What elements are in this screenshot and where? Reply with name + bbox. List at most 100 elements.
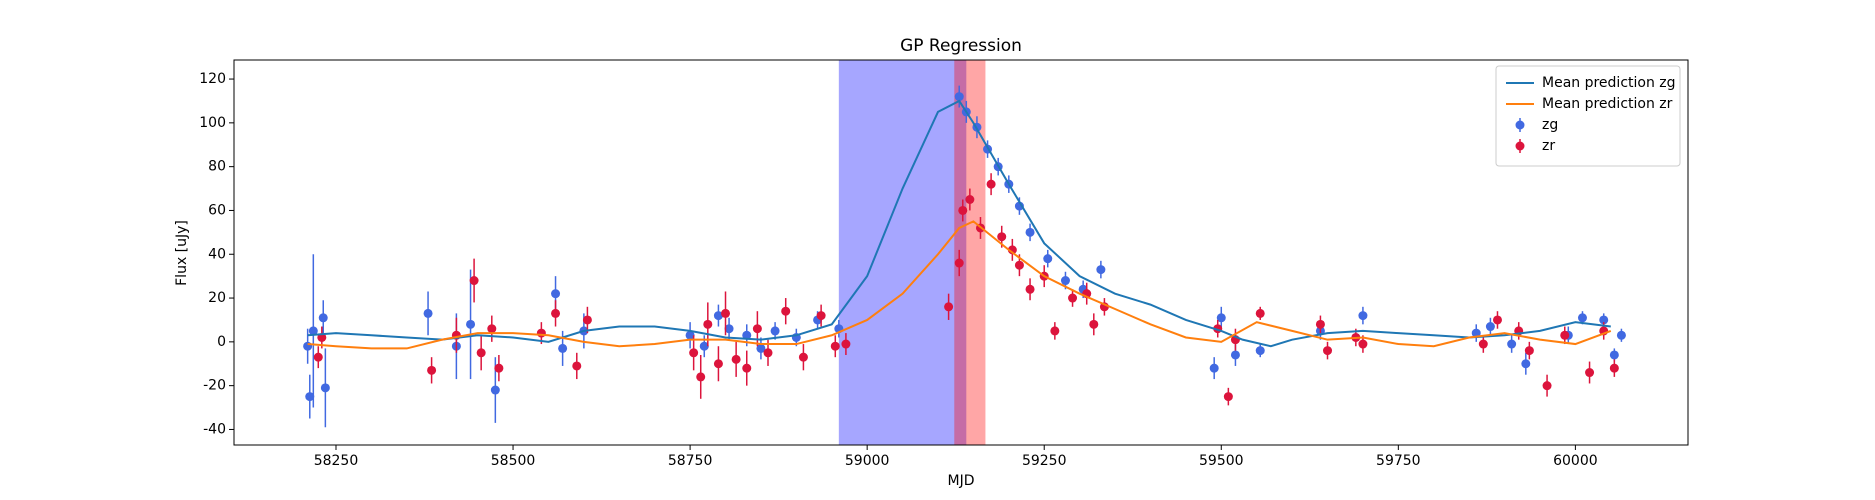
y-tick-label: 120 xyxy=(199,71,226,87)
data-point xyxy=(731,354,741,364)
data-point xyxy=(1096,265,1106,275)
data-point xyxy=(1485,322,1495,332)
data-point xyxy=(944,302,954,312)
x-tick-label: 59250 xyxy=(1022,453,1067,469)
y-axis-label: Flux [uJy] xyxy=(174,220,190,286)
data-point xyxy=(1521,359,1531,369)
data-point xyxy=(427,365,437,375)
data-point xyxy=(1050,326,1060,336)
data-point xyxy=(724,324,734,334)
data-point xyxy=(1524,346,1534,356)
data-point xyxy=(558,343,568,353)
x-tick-label: 60000 xyxy=(1553,453,1598,469)
data-point xyxy=(551,289,561,299)
data-point xyxy=(781,306,791,316)
data-point xyxy=(756,343,766,353)
data-point xyxy=(1585,368,1595,378)
data-point xyxy=(1542,381,1552,391)
data-point xyxy=(1358,311,1368,321)
data-point xyxy=(466,319,476,329)
y-tick-label: 100 xyxy=(199,115,226,131)
data-point xyxy=(469,276,479,286)
data-point xyxy=(305,392,315,402)
shaded-span xyxy=(838,60,967,445)
data-point xyxy=(494,363,504,373)
data-point xyxy=(1609,363,1619,373)
data-point xyxy=(685,330,695,340)
data-point xyxy=(1014,260,1024,270)
y-tick-label: 0 xyxy=(217,334,226,350)
data-point xyxy=(713,359,723,369)
y-tick-label: 20 xyxy=(208,290,226,306)
data-point xyxy=(1060,276,1070,286)
data-point xyxy=(986,179,996,189)
data-point xyxy=(1358,339,1368,349)
data-point xyxy=(308,326,318,336)
data-point xyxy=(696,372,706,382)
data-point xyxy=(1577,313,1587,323)
data-point xyxy=(1255,346,1265,356)
data-point xyxy=(476,348,486,358)
data-point xyxy=(1560,330,1570,340)
data-point xyxy=(1478,339,1488,349)
data-point xyxy=(742,363,752,373)
data-point xyxy=(997,232,1007,242)
data-point xyxy=(313,352,323,362)
x-axis-label: MJD xyxy=(948,473,975,489)
mean-line xyxy=(307,220,1612,350)
data-point xyxy=(1255,308,1265,318)
legend-label: zr xyxy=(1542,138,1555,154)
x-tick-label: 58500 xyxy=(491,453,536,469)
data-point xyxy=(490,385,500,395)
y-tick-label: 40 xyxy=(208,246,226,262)
mean-line xyxy=(307,99,1611,348)
legend-swatch xyxy=(1515,141,1525,151)
data-point xyxy=(1025,284,1035,294)
data-point xyxy=(551,308,561,318)
data-point xyxy=(1616,330,1626,340)
data-point xyxy=(763,348,773,358)
legend-label: Mean prediction zg xyxy=(1542,75,1676,91)
data-point xyxy=(713,311,723,321)
data-point xyxy=(487,324,497,334)
data-point xyxy=(841,339,851,349)
legend-label: zg xyxy=(1542,117,1558,133)
legend-box xyxy=(1495,65,1681,167)
data-point xyxy=(954,258,964,268)
legend-label: Mean prediction zr xyxy=(1542,96,1673,112)
data-point xyxy=(303,341,313,351)
data-point xyxy=(703,319,713,329)
data-point xyxy=(572,361,582,371)
data-point xyxy=(582,315,592,325)
data-point xyxy=(1492,315,1502,325)
data-point xyxy=(1025,227,1035,237)
x-tick-label: 58750 xyxy=(668,453,713,469)
data-point xyxy=(965,195,975,205)
data-point xyxy=(770,326,780,336)
data-point xyxy=(721,308,731,318)
legend-swatch xyxy=(1515,120,1525,130)
data-point xyxy=(1089,319,1099,329)
data-point xyxy=(954,92,964,102)
data-point xyxy=(752,324,762,334)
x-tick-label: 59500 xyxy=(1199,453,1244,469)
data-point xyxy=(1599,315,1609,325)
data-point xyxy=(1609,350,1619,360)
data-point xyxy=(816,311,826,321)
data-point xyxy=(1507,339,1517,349)
data-point xyxy=(958,205,968,215)
data-point xyxy=(1068,293,1078,303)
x-tick-label: 58250 xyxy=(314,453,359,469)
data-point xyxy=(798,352,808,362)
y-tick-label: 60 xyxy=(208,202,226,218)
data-point xyxy=(536,328,546,338)
y-tick-label: -40 xyxy=(203,421,226,437)
x-tick-label: 59750 xyxy=(1376,453,1421,469)
plot-area xyxy=(303,60,1626,445)
y-tick-label: -20 xyxy=(203,378,226,394)
data-point xyxy=(423,308,433,318)
data-point xyxy=(1223,392,1233,402)
data-point xyxy=(689,348,699,358)
data-point xyxy=(1230,350,1240,360)
